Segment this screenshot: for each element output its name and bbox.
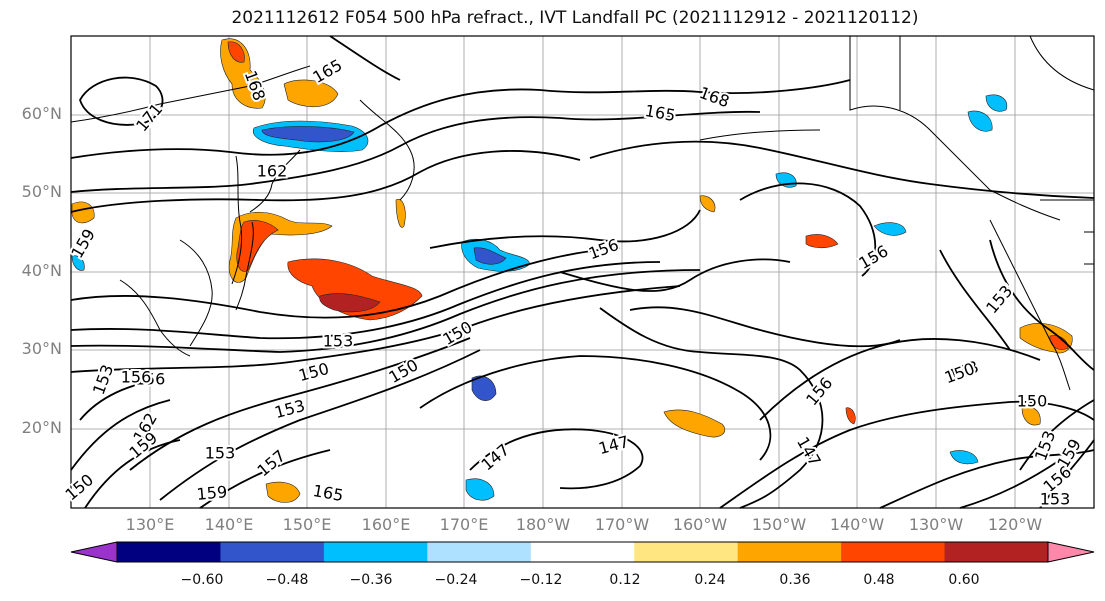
positive-anomaly-small-3 [699, 195, 716, 213]
shaded-anomalies [71, 38, 1073, 503]
lon-label-150w: 150°W [751, 515, 807, 534]
lon-label-140w: 140°W [829, 515, 885, 534]
contour-label: 159 [196, 482, 228, 504]
positive-anomaly-nw-pacific-core [319, 293, 381, 313]
colorbar-extend-low [70, 541, 118, 563]
colorbar-tick-label: 0.60 [948, 572, 980, 588]
colorbar-segment [220, 542, 325, 562]
negative-anomaly-okhotsk-core [261, 126, 355, 143]
map-title: 2021112612 F054 500 hPa refract., IVT La… [231, 8, 919, 28]
contour-label: 150 [1017, 392, 1048, 411]
colorbar [70, 541, 1095, 563]
negative-anomaly-east-2 [949, 450, 979, 465]
positive-anomaly-kamchatka-core [227, 41, 245, 63]
colorbar-tick-label: 0.12 [609, 572, 641, 588]
negative-anomaly-south [465, 478, 495, 501]
colorbar-segment [737, 542, 842, 562]
positive-anomaly-south-2 [1021, 406, 1041, 426]
negative-anomaly-alaska [985, 94, 1008, 112]
colorbar-tick-label: −0.60 [180, 572, 224, 588]
lat-label-30n: 30°N [21, 339, 62, 358]
lon-label-170w: 170°W [594, 515, 650, 534]
colorbar-extend-high [1047, 541, 1095, 563]
positive-anomaly-west [71, 201, 95, 224]
colorbar-tick-label: −0.12 [519, 572, 563, 588]
negative-anomaly-east-1 [873, 222, 907, 236]
positive-anomaly-japan-core [236, 220, 279, 272]
positive-anomaly-south-1 [265, 481, 301, 503]
height-contours [70, 35, 1095, 509]
positive-anomaly-nw-pacific [287, 258, 423, 321]
lon-label-120w: 120°W [987, 515, 1043, 534]
colorbar-tick-label: 0.48 [863, 572, 895, 588]
negative-anomaly-west [71, 255, 85, 271]
colorbar-segment [841, 542, 946, 562]
contour-label: 156 [121, 368, 152, 387]
negative-anomaly-central-core [473, 247, 507, 265]
positive-anomaly-small-2 [845, 407, 856, 425]
lon-label-180w: 180°W [515, 515, 571, 534]
negative-anomaly-gulf [967, 110, 993, 132]
positive-anomaly-small-1 [395, 198, 406, 228]
lat-label-60n: 60°N [21, 104, 62, 123]
colorbar-segment [530, 542, 635, 562]
lat-label-20n: 20°N [21, 418, 62, 437]
contour-label: 153 [205, 444, 236, 463]
colorbar-segment [944, 542, 1049, 562]
lon-label-150e: 150°E [282, 515, 332, 534]
colorbar-tick-label: 0.24 [694, 572, 726, 588]
contour-label: 153 [1031, 428, 1059, 463]
contour-label: 153 [1040, 490, 1071, 509]
positive-anomaly-ne-pacific [805, 234, 839, 249]
colorbar-segment [117, 542, 221, 562]
contour-label: 162 [257, 162, 288, 181]
lat-label-40n: 40°N [21, 261, 62, 280]
colorbar-tick-label: 0.36 [779, 572, 811, 588]
contour-label: 156 [135, 370, 166, 389]
lon-label-130w: 130°W [908, 515, 964, 534]
colorbar-border [116, 541, 1049, 563]
colorbar-tick-label: −0.24 [434, 572, 478, 588]
colorbar-segment [634, 542, 739, 562]
colorbar-segment [323, 542, 428, 562]
positive-anomaly-subtropic [663, 409, 726, 438]
colorbar-tick-label: −0.36 [349, 572, 393, 588]
lon-label-160w: 160°W [672, 515, 728, 534]
lon-label-130e: 130°E [125, 515, 175, 534]
colorbar-tick-label: −0.48 [265, 572, 309, 588]
lon-label-140e: 140°E [204, 515, 254, 534]
colorbar-segment [427, 542, 532, 562]
plot-border [70, 35, 1095, 509]
positive-anomaly-n-sakhalin [283, 79, 339, 108]
lat-label-50n: 50°N [21, 182, 62, 201]
contour-label: 153 [323, 332, 354, 351]
lon-label-170e: 170°E [439, 515, 489, 534]
lon-label-160e: 160°E [361, 515, 411, 534]
